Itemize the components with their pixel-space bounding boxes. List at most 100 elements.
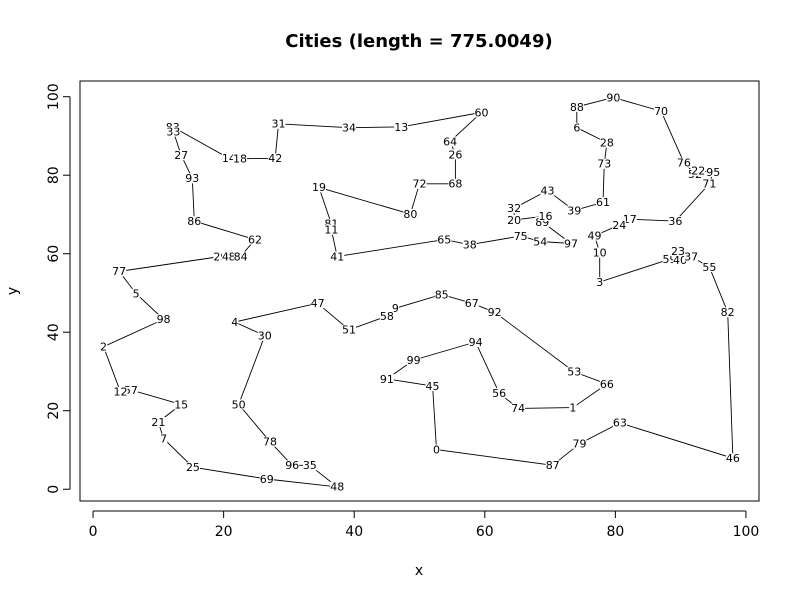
city-label: 11 — [324, 224, 338, 237]
city-label-bg — [443, 136, 458, 147]
city-label: 39 — [567, 204, 581, 217]
city-label: 97 — [564, 237, 578, 250]
city-label: 53 — [567, 366, 581, 379]
city-label: 8 — [229, 250, 236, 263]
city-label-bg — [330, 481, 345, 492]
city-label-bg — [113, 386, 128, 397]
city-label: 62 — [248, 233, 262, 246]
chart-title: Cities (length = 775.0049) — [285, 31, 552, 52]
city-label-bg — [432, 444, 441, 455]
city-label: 12 — [113, 386, 127, 399]
city-label-bg — [725, 453, 740, 464]
city-label: 88 — [570, 101, 584, 114]
city-label: 41 — [330, 250, 344, 263]
city-label: 13 — [394, 121, 408, 134]
x-tick-label: 0 — [89, 524, 98, 540]
city-label-bg — [310, 298, 325, 309]
x-tick-label: 100 — [733, 524, 760, 540]
city-label: 27 — [174, 149, 188, 162]
city-label-bg — [535, 216, 550, 227]
city-label: 0 — [433, 443, 440, 456]
city-label: 82 — [721, 306, 735, 319]
city-label: 55 — [702, 261, 716, 274]
city-label-bg — [676, 157, 691, 168]
city-label: 2 — [100, 341, 107, 354]
city-label-bg — [592, 247, 607, 258]
city-label-bg — [662, 254, 677, 265]
city-label: 45 — [426, 380, 440, 393]
x-tick-label: 80 — [606, 524, 624, 540]
city-label-bg — [257, 330, 272, 341]
city-label: 18 — [233, 153, 247, 166]
city-label-bg — [507, 203, 522, 214]
city-label: 24 — [612, 219, 626, 232]
city-label-bg — [511, 403, 526, 414]
city-label-bg — [533, 236, 548, 247]
city-label: 98 — [157, 313, 171, 326]
city-label-bg — [159, 433, 168, 444]
city-label-bg — [230, 317, 239, 328]
city-label-bg — [513, 231, 528, 242]
city-label-bg — [112, 266, 127, 277]
city-label: 22 — [691, 165, 705, 178]
city-label: 34 — [342, 122, 356, 135]
city-label: 47 — [311, 297, 325, 310]
city-label: 66 — [600, 378, 614, 391]
city-label-bg — [573, 122, 581, 133]
city-label-bg — [425, 380, 440, 391]
city-label-bg — [507, 214, 522, 225]
city-label-bg — [595, 197, 610, 208]
city-label: 9 — [392, 302, 399, 315]
city-label: 10 — [593, 246, 607, 259]
city-label-bg — [231, 399, 246, 410]
city-label: 99 — [407, 354, 421, 367]
tour-path — [102, 97, 734, 488]
city-label-bg — [151, 417, 166, 428]
city-label: 28 — [600, 136, 614, 149]
city-labels: 8314184231341360642668728019811141653875… — [99, 91, 740, 494]
city-label-bg — [606, 92, 621, 103]
city-label: 20 — [507, 214, 521, 227]
city-label-bg — [174, 150, 189, 161]
city-label: 7 — [160, 432, 167, 445]
city-label: 63 — [613, 417, 627, 430]
city-label-bg — [341, 324, 356, 335]
city-label-bg — [545, 460, 560, 471]
city-label-bg — [569, 402, 577, 413]
city-label-bg — [706, 167, 721, 178]
city-label-bg — [572, 438, 587, 449]
city-label: 31 — [271, 118, 285, 131]
city-label: 67 — [465, 297, 479, 310]
city-label: 19 — [312, 181, 326, 194]
city-label: 40 — [673, 254, 687, 267]
city-label: 56 — [492, 387, 506, 400]
city-label: 50 — [232, 398, 246, 411]
city-label-bg — [379, 311, 394, 322]
city-label-bg — [538, 211, 553, 222]
city-label-bg — [612, 220, 627, 231]
city-label-bg — [702, 262, 717, 273]
city-label-bg — [285, 460, 300, 471]
city-label: 43 — [540, 184, 554, 197]
y-tick-label: 80 — [46, 166, 62, 184]
city-label-bg — [262, 436, 277, 447]
city-label-bg — [567, 205, 582, 216]
city-label-bg — [379, 373, 394, 384]
city-label: 14 — [222, 152, 236, 165]
city-label: 48 — [330, 481, 344, 494]
city-label: 74 — [511, 402, 525, 415]
city-label-bg — [311, 182, 326, 193]
city-label-bg — [434, 289, 449, 300]
city-label-bg — [412, 178, 427, 189]
city-label-bg — [468, 337, 483, 348]
city-label-bg — [654, 106, 669, 117]
city-label: 95 — [706, 166, 720, 179]
city-label-bg — [302, 460, 317, 471]
city-label-bg — [671, 246, 686, 257]
city-label: 1 — [569, 401, 576, 414]
city-label: 21 — [151, 416, 165, 429]
city-label-bg — [702, 178, 717, 189]
city-label: 96 — [285, 459, 299, 472]
city-label: 87 — [546, 459, 560, 472]
city-label-bg — [259, 474, 274, 485]
